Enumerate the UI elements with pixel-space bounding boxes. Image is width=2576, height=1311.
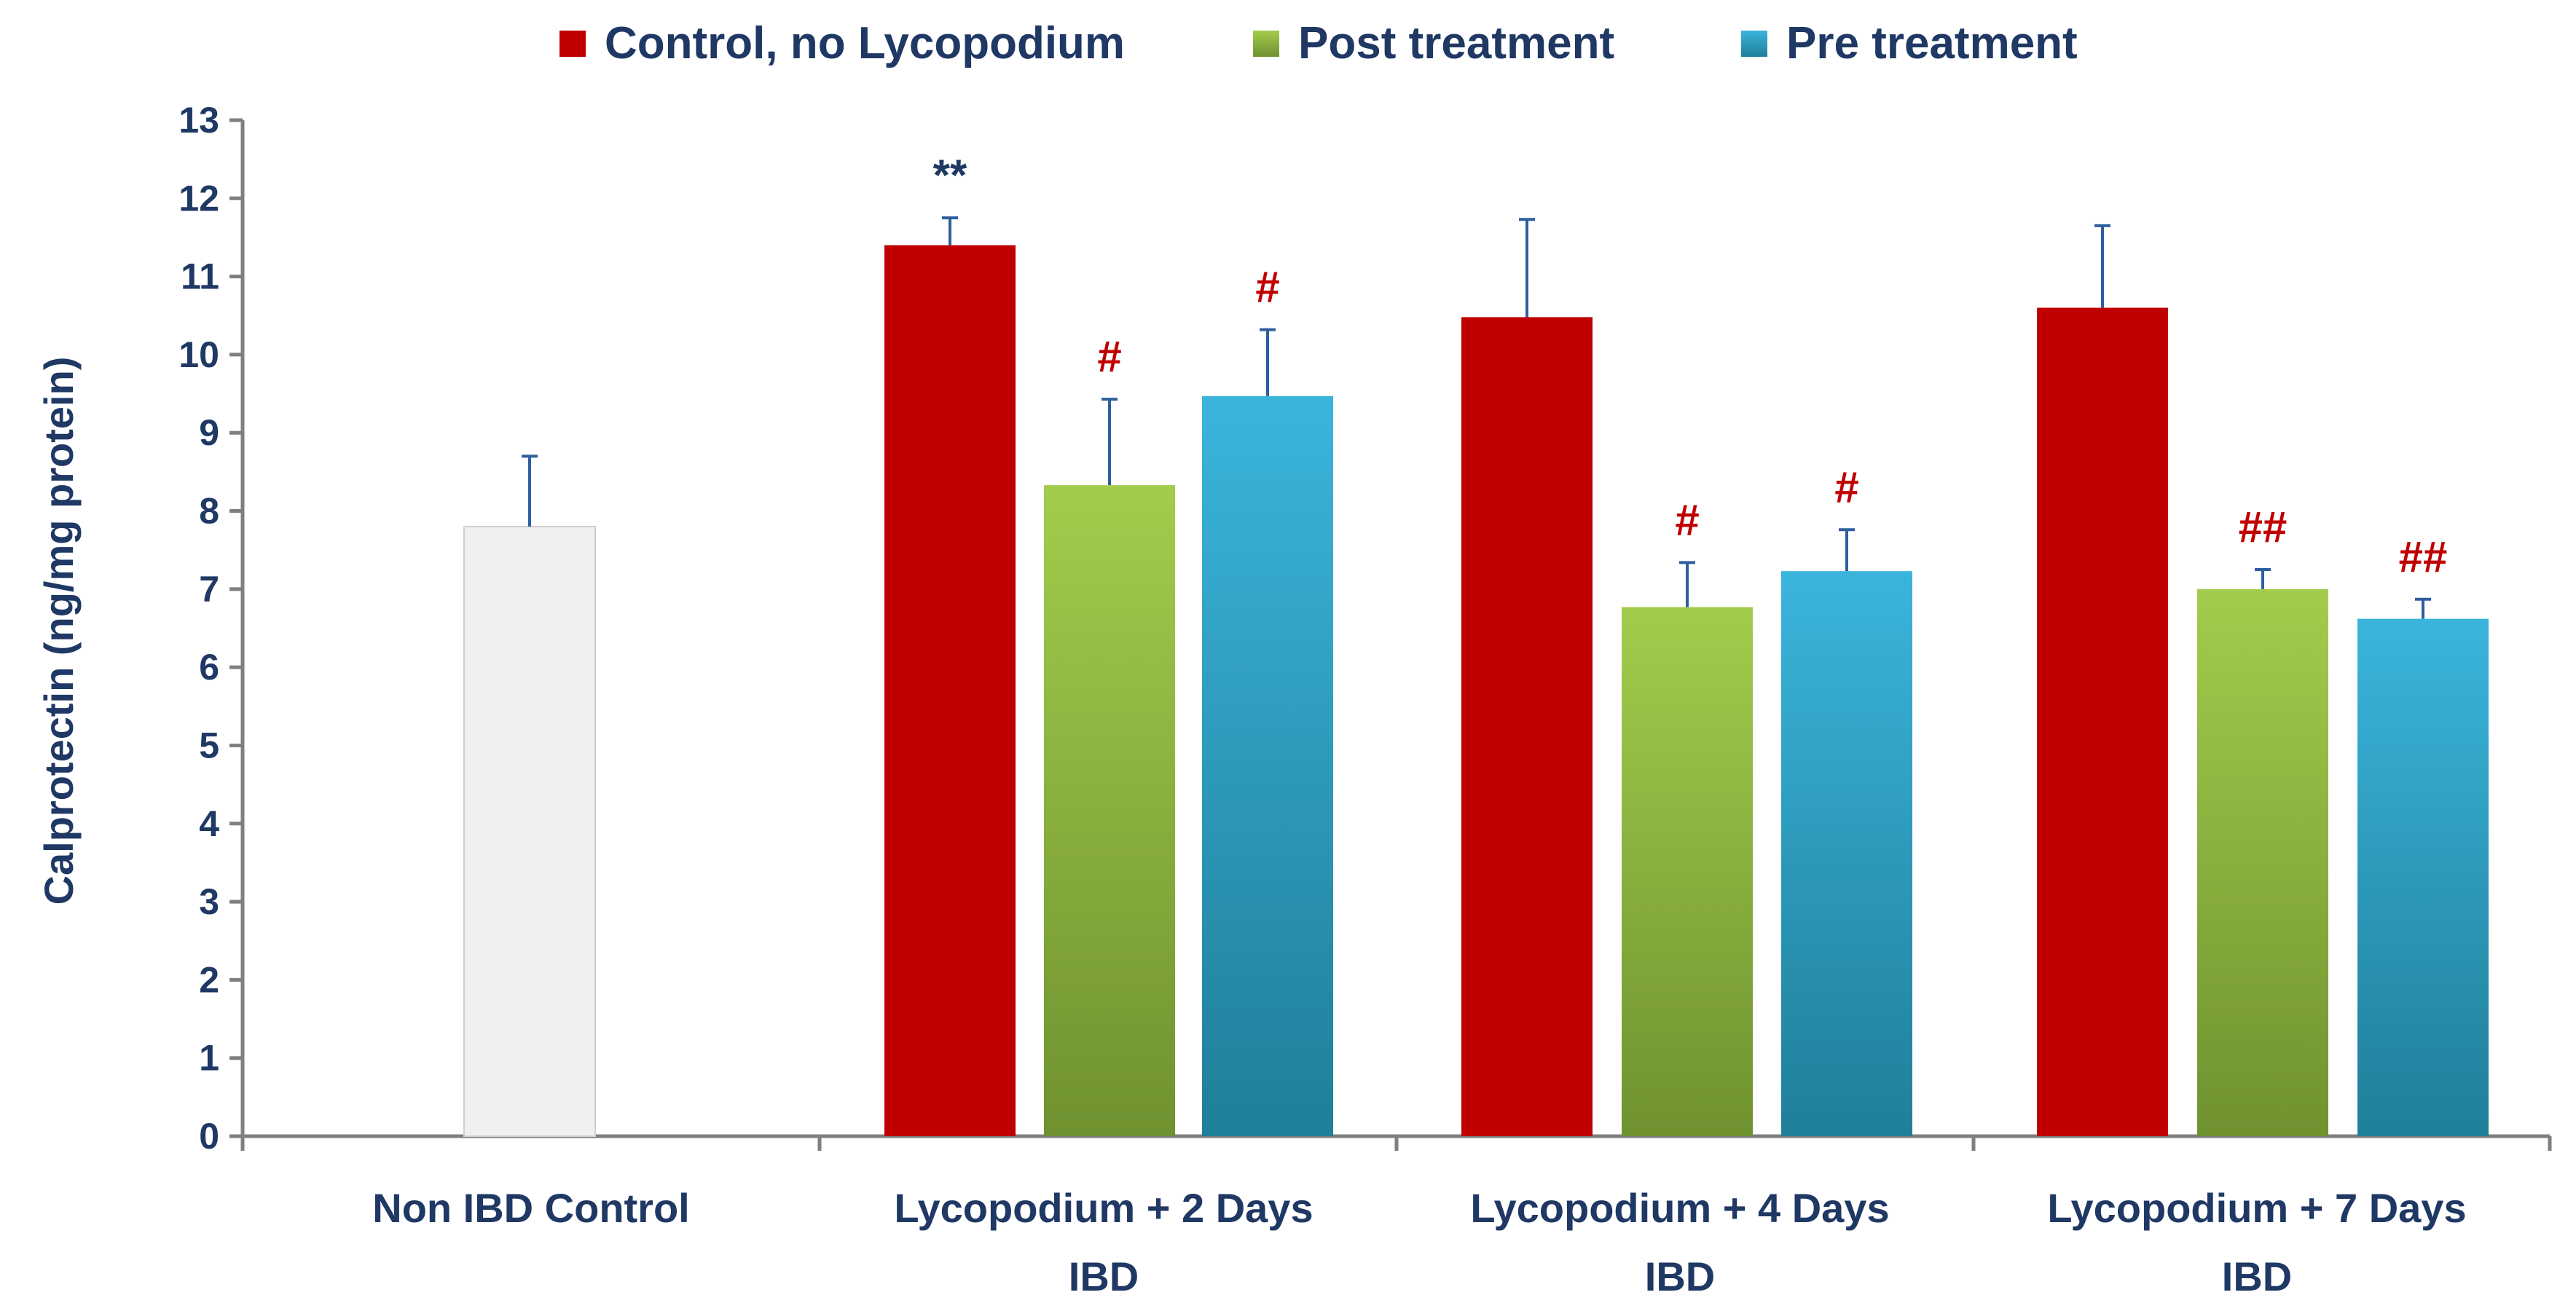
legend-swatch-control bbox=[559, 31, 586, 57]
y-tick-label: 2 bbox=[199, 959, 219, 1000]
x-axis-categories: Non IBD Control Lycopodium + 2 Days IBD … bbox=[372, 1185, 2466, 1299]
y-tick-label: 9 bbox=[199, 412, 219, 453]
bars-group: **######## bbox=[463, 151, 2489, 1137]
y-tick-label: 13 bbox=[178, 100, 219, 141]
y-tick-label: 1 bbox=[199, 1038, 219, 1079]
category-label: Non IBD Control bbox=[372, 1185, 689, 1231]
legend-label-post: Post treatment bbox=[1298, 18, 1614, 68]
y-tick-label: 12 bbox=[178, 178, 219, 219]
bar bbox=[2357, 618, 2489, 1136]
y-tick-label: 7 bbox=[199, 569, 219, 610]
y-axis-label: Calprotectin (ng/mg protein) bbox=[36, 357, 82, 905]
category-label: Lycopodium + 2 Days bbox=[894, 1185, 1313, 1231]
significance-label: # bbox=[1097, 332, 1121, 381]
bar bbox=[2197, 588, 2328, 1136]
y-tick-label: 8 bbox=[199, 491, 219, 532]
significance-label: # bbox=[1255, 263, 1279, 312]
bar bbox=[1202, 395, 1333, 1136]
legend-label-control: Control, no Lycopodium bbox=[605, 18, 1125, 68]
bar bbox=[1622, 607, 1753, 1136]
y-tick-label: 0 bbox=[199, 1116, 219, 1157]
y-tick-label: 3 bbox=[199, 881, 219, 922]
bar bbox=[2037, 307, 2168, 1136]
category-label-line2: IBD bbox=[1645, 1253, 1715, 1299]
legend-label-pre: Pre treatment bbox=[1786, 18, 2078, 68]
y-tick-label: 4 bbox=[199, 803, 219, 844]
bar bbox=[884, 245, 1016, 1136]
bar bbox=[1781, 571, 1912, 1136]
significance-label: # bbox=[1675, 495, 1699, 544]
y-tick-label: 6 bbox=[199, 647, 219, 688]
category-label: Lycopodium + 4 Days bbox=[1470, 1185, 1889, 1231]
significance-label: ** bbox=[933, 151, 967, 200]
legend-swatch-pre bbox=[1741, 31, 1767, 57]
category-label: Lycopodium + 7 Days bbox=[2047, 1185, 2466, 1231]
y-tick-label: 11 bbox=[181, 256, 219, 297]
category-label-line2: IBD bbox=[2222, 1253, 2292, 1299]
significance-label: ## bbox=[2239, 503, 2288, 551]
category-label-line2: IBD bbox=[1069, 1253, 1139, 1299]
y-tick-label: 5 bbox=[199, 725, 219, 765]
significance-label: ## bbox=[2399, 532, 2448, 581]
legend: Control, no Lycopodium Post treatment Pr… bbox=[559, 18, 2078, 68]
y-tick-label: 10 bbox=[178, 334, 219, 375]
bar bbox=[1461, 317, 1593, 1136]
legend-swatch-post bbox=[1253, 31, 1279, 57]
significance-label: # bbox=[1834, 462, 1858, 511]
bar bbox=[1044, 485, 1175, 1136]
bar bbox=[463, 526, 596, 1137]
